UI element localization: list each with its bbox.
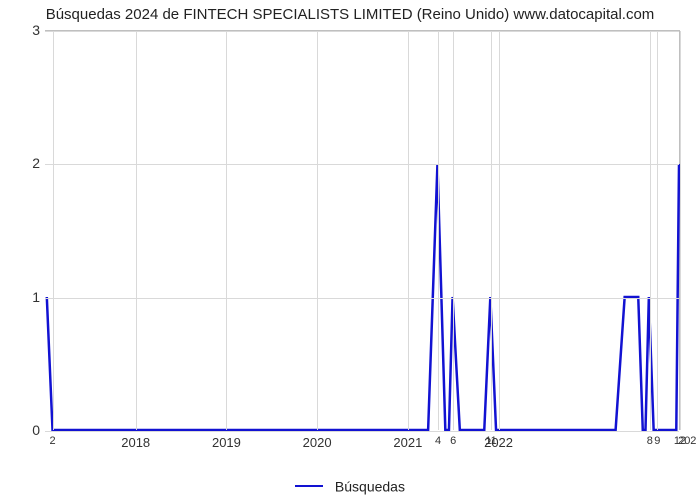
gridline-v-month (680, 31, 681, 430)
legend-swatch (295, 485, 323, 487)
y-tick-label: 0 (0, 422, 40, 438)
x-tick-year: 2020 (303, 435, 332, 450)
gridline-v (499, 31, 500, 430)
y-tick-label: 3 (0, 22, 40, 38)
x-tick-month: 9 (654, 435, 660, 447)
gridline-v-month (453, 31, 454, 430)
x-tick-year: 2019 (212, 435, 241, 450)
y-tick-label: 1 (0, 289, 40, 305)
gridline-v (136, 31, 137, 430)
gridline-v-month (650, 31, 651, 430)
gridline-v-month (491, 31, 492, 430)
gridline-h (45, 431, 679, 432)
x-tick-month: 6 (450, 435, 456, 447)
x-tick-year: 2021 (393, 435, 422, 450)
x-tick-month: 11 (485, 435, 496, 447)
x-tick-month: 2 (49, 435, 55, 447)
gridline-v-month (438, 31, 439, 430)
gridline-v-month (657, 31, 658, 430)
gridline-v (226, 31, 227, 430)
line-series-svg (45, 31, 679, 430)
legend: Búsquedas (0, 477, 700, 494)
x-tick-month: 4 (435, 435, 441, 447)
gridline-h (45, 31, 679, 32)
chart-title: Búsquedas 2024 de FINTECH SPECIALISTS LI… (0, 6, 700, 23)
plot-area (45, 30, 680, 430)
gridline-h (45, 164, 679, 165)
y-tick-label: 2 (0, 155, 40, 171)
x-tick-month: 8 (647, 435, 653, 447)
gridline-h (45, 298, 679, 299)
gridline-v (317, 31, 318, 430)
x-tick-year: 2018 (121, 435, 150, 450)
gridline-v-month (53, 31, 54, 430)
gridline-v (408, 31, 409, 430)
x-tick-month: 202 (678, 435, 696, 447)
legend-label: Búsquedas (335, 478, 405, 494)
